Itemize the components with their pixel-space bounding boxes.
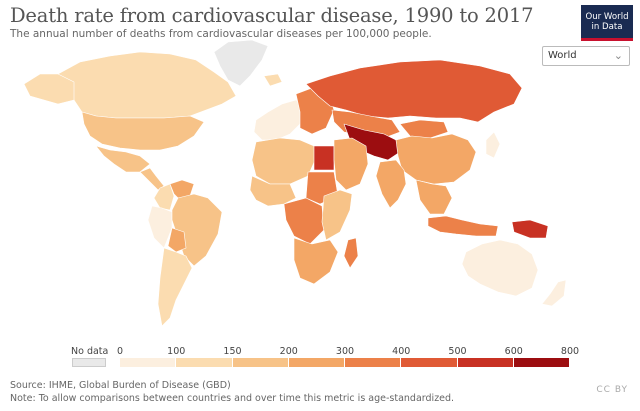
legend-bin-100-150[interactable]: [176, 358, 232, 367]
map-region-new-zealand[interactable]: [541, 279, 567, 307]
legend-tick-label: 0: [116, 346, 124, 357]
legend-bin-200-300[interactable]: [288, 358, 344, 367]
map-region-bolivia[interactable]: [167, 227, 187, 253]
map-region-canada[interactable]: [57, 51, 237, 119]
map-region-russia[interactable]: [305, 59, 523, 123]
map-region-central-america[interactable]: [139, 167, 165, 191]
map-region-alaska[interactable]: [23, 73, 75, 105]
legend-tick-label: 200: [279, 346, 298, 357]
map-region-japan[interactable]: [485, 131, 501, 159]
legend-bin-150-200[interactable]: [232, 358, 288, 367]
legend-tick-label: 300: [335, 346, 355, 357]
legend-bin-0-100[interactable]: [120, 358, 176, 367]
map-region-indonesia[interactable]: [427, 215, 499, 237]
legend-bin-600-800[interactable]: [513, 358, 569, 367]
license-badge: CC BY: [596, 385, 628, 395]
entity-selector-value: World: [548, 50, 577, 61]
map-region-papua-new-guinea[interactable]: [511, 219, 549, 239]
legend-tick-label: 800: [560, 346, 580, 357]
legend-tick-label: 500: [448, 346, 467, 357]
legend-bin-500-600[interactable]: [457, 358, 513, 367]
map-region-madagascar[interactable]: [343, 237, 359, 269]
legend-tick-label: 150: [223, 346, 242, 357]
legend-bin-300-400[interactable]: [345, 358, 401, 367]
source-text: Source: IHME, Global Burden of Disease (…: [10, 380, 231, 391]
logo-line-2: in Data: [591, 21, 623, 32]
map-region-central-africa[interactable]: [283, 197, 325, 245]
map-region-mexico[interactable]: [95, 145, 151, 173]
chart-title: Death rate from cardiovascular disease, …: [10, 4, 534, 27]
owid-logo[interactable]: Our World in Data: [581, 5, 633, 41]
legend-tick-label: 100: [167, 346, 186, 357]
logo-line-1: Our World: [585, 11, 629, 22]
map-region-china[interactable]: [395, 133, 477, 185]
map-region-mongolia[interactable]: [399, 119, 449, 139]
legend-bin-400-500[interactable]: [401, 358, 457, 367]
map-region-east-africa[interactable]: [321, 189, 353, 241]
legend-no-data-swatch: [72, 358, 106, 367]
legend-tick-label: 400: [392, 346, 411, 357]
map-region-southern-africa[interactable]: [293, 237, 339, 285]
legend-no-data-label: No data: [71, 346, 109, 357]
map-region-egypt[interactable]: [313, 145, 335, 171]
map-region-iceland[interactable]: [263, 73, 283, 87]
map-region-western-europe[interactable]: [253, 99, 307, 141]
map-region-australia[interactable]: [461, 239, 539, 297]
chart-subtitle: The annual number of deaths from cardiov…: [10, 28, 432, 40]
map-region-southeast-asia[interactable]: [415, 179, 453, 215]
map-region-united-states[interactable]: [81, 111, 205, 151]
map-region-north-africa[interactable]: [251, 137, 317, 185]
map-region-greenland[interactable]: [213, 39, 269, 87]
legend-tick-label: 600: [504, 346, 523, 357]
map-region-india[interactable]: [375, 159, 407, 209]
map-region-middle-east[interactable]: [333, 137, 369, 191]
chevron-down-icon: ⌄: [613, 49, 623, 62]
map-region-peru[interactable]: [147, 205, 173, 249]
map-region-southern-cone[interactable]: [157, 247, 193, 327]
entity-selector[interactable]: World ⌄: [542, 46, 630, 66]
note-text: Note: To allow comparisons between count…: [10, 393, 455, 404]
